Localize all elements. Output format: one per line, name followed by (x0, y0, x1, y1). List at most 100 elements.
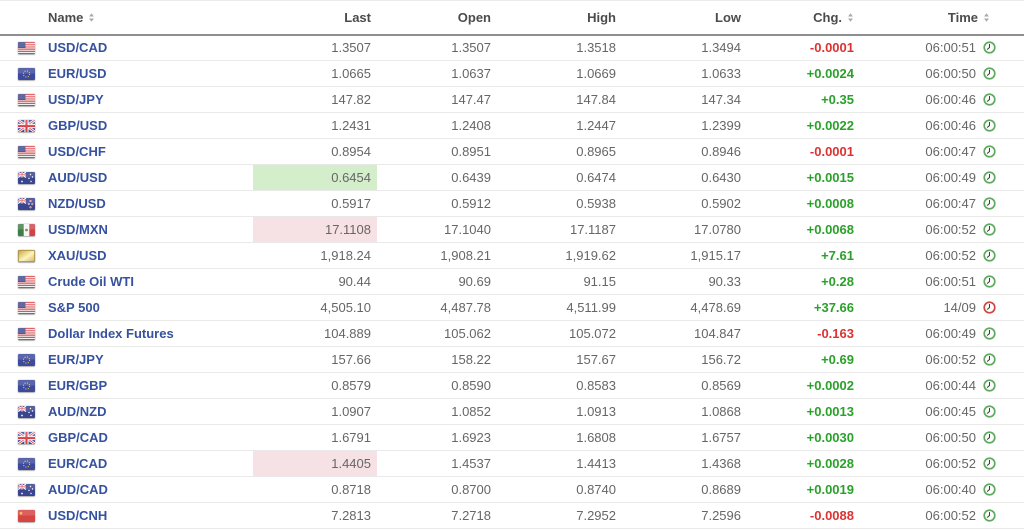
last-cell: 0.8954 (253, 138, 377, 165)
instrument-link[interactable]: AUD/CAD (48, 482, 108, 497)
instrument-link[interactable]: Dollar Index Futures (48, 326, 174, 341)
instrument-flag-icon (18, 120, 35, 132)
change-cell: +0.35 (747, 86, 860, 113)
high-cell: 1,919.62 (497, 242, 622, 269)
clock-icon (983, 171, 996, 184)
time-value: 06:00:51 (925, 274, 976, 289)
change-cell: +0.0019 (747, 476, 860, 503)
time-cell: 06:00:50 (860, 60, 1024, 87)
open-cell: 17.1040 (377, 216, 497, 243)
high-cell: 0.6474 (497, 164, 622, 191)
instrument-link[interactable]: EUR/CAD (48, 456, 108, 471)
instrument-link[interactable]: EUR/GBP (48, 378, 108, 393)
instrument-cell: Dollar Index Futures (0, 320, 253, 347)
last-cell: 0.6454 (253, 164, 377, 191)
change-cell: +0.69 (747, 346, 860, 373)
column-header-high: High (497, 0, 622, 36)
high-cell: 1.0669 (497, 60, 622, 87)
time-value: 06:00:50 (925, 66, 976, 81)
low-cell: 1.2399 (622, 112, 747, 139)
instrument-flag-icon (18, 458, 35, 470)
instrument-cell: USD/CNH (0, 502, 253, 529)
instrument-link[interactable]: GBP/CAD (48, 430, 108, 445)
column-header-open-label: Open (457, 9, 491, 25)
instrument-link[interactable]: USD/CAD (48, 40, 108, 56)
instrument-link[interactable]: USD/CNH (48, 508, 108, 523)
last-cell: 1.4405 (253, 450, 377, 477)
low-cell: 17.0780 (622, 216, 747, 243)
time-value: 06:00:49 (925, 326, 976, 341)
column-header-name[interactable]: Name (0, 0, 253, 36)
instrument-link[interactable]: AUD/USD (48, 170, 108, 185)
last-cell: 0.8579 (253, 372, 377, 399)
instrument-link[interactable]: USD/JPY (48, 92, 104, 107)
open-cell: 1.0852 (377, 398, 497, 425)
clock-icon (983, 431, 996, 444)
change-cell: -0.163 (747, 320, 860, 347)
instrument-link[interactable]: USD/CHF (48, 144, 106, 159)
last-cell: 147.82 (253, 86, 377, 113)
time-cell: 06:00:52 (860, 216, 1024, 243)
time-value: 06:00:40 (925, 482, 976, 497)
open-cell: 0.8700 (377, 476, 497, 503)
time-cell: 06:00:49 (860, 320, 1024, 347)
open-cell: 1.4537 (377, 450, 497, 477)
instrument-flag-icon (18, 432, 35, 444)
column-header-chg[interactable]: Chg. (747, 0, 860, 36)
high-cell: 0.5938 (497, 190, 622, 217)
time-cell: 06:00:44 (860, 372, 1024, 399)
instrument-link[interactable]: USD/MXN (48, 222, 108, 237)
instrument-link[interactable]: EUR/JPY (48, 352, 104, 367)
clock-icon (983, 405, 996, 418)
time-cell: 06:00:46 (860, 86, 1024, 113)
last-cell: 104.889 (253, 320, 377, 347)
time-cell: 06:00:52 (860, 242, 1024, 269)
low-cell: 0.8689 (622, 476, 747, 503)
open-cell: 1.3507 (377, 34, 497, 61)
change-cell: +37.66 (747, 294, 860, 321)
low-cell: 1.0633 (622, 60, 747, 87)
instrument-link[interactable]: EUR/USD (48, 66, 107, 81)
low-cell: 1.3494 (622, 34, 747, 61)
instrument-link[interactable]: GBP/USD (48, 118, 108, 133)
time-cell: 06:00:47 (860, 138, 1024, 165)
high-cell: 91.15 (497, 268, 622, 295)
high-cell: 147.84 (497, 86, 622, 113)
column-header-open: Open (377, 0, 497, 36)
instrument-cell: EUR/JPY (0, 346, 253, 373)
instrument-link[interactable]: S&P 500 (48, 300, 100, 315)
high-cell: 1.2447 (497, 112, 622, 139)
clock-icon (983, 275, 996, 288)
sort-icon (847, 12, 854, 23)
clock-icon (983, 457, 996, 470)
table-row: NZD/USD 0.5917 0.5912 0.5938 0.5902 +0.0… (0, 190, 1024, 217)
column-header-time[interactable]: Time (860, 0, 1024, 36)
low-cell: 1.4368 (622, 450, 747, 477)
instrument-flag-icon (18, 484, 35, 496)
instrument-link[interactable]: AUD/NZD (48, 404, 107, 419)
time-cell: 06:00:51 (860, 34, 1024, 61)
high-cell: 4,511.99 (497, 294, 622, 321)
instrument-cell: USD/CAD (0, 34, 253, 61)
instrument-cell: EUR/GBP (0, 372, 253, 399)
instrument-link[interactable]: NZD/USD (48, 196, 106, 211)
high-cell: 1.3518 (497, 34, 622, 61)
last-cell: 17.1108 (253, 216, 377, 243)
high-cell: 105.072 (497, 320, 622, 347)
open-cell: 0.8590 (377, 372, 497, 399)
instrument-cell: USD/MXN (0, 216, 253, 243)
time-value: 06:00:50 (925, 430, 976, 445)
clock-icon (983, 145, 996, 158)
table-row: GBP/CAD 1.6791 1.6923 1.6808 1.6757 +0.0… (0, 424, 1024, 451)
clock-icon (983, 301, 996, 314)
table-row: USD/CNH 7.2813 7.2718 7.2952 7.2596 -0.0… (0, 502, 1024, 529)
instrument-link[interactable]: XAU/USD (48, 248, 107, 263)
change-cell: +0.28 (747, 268, 860, 295)
last-cell: 7.2813 (253, 502, 377, 529)
instrument-link[interactable]: Crude Oil WTI (48, 274, 134, 289)
last-cell: 157.66 (253, 346, 377, 373)
high-cell: 0.8740 (497, 476, 622, 503)
table-row: USD/MXN 17.1108 17.1040 17.1187 17.0780 … (0, 216, 1024, 243)
time-value: 06:00:52 (925, 352, 976, 367)
instrument-cell: GBP/CAD (0, 424, 253, 451)
